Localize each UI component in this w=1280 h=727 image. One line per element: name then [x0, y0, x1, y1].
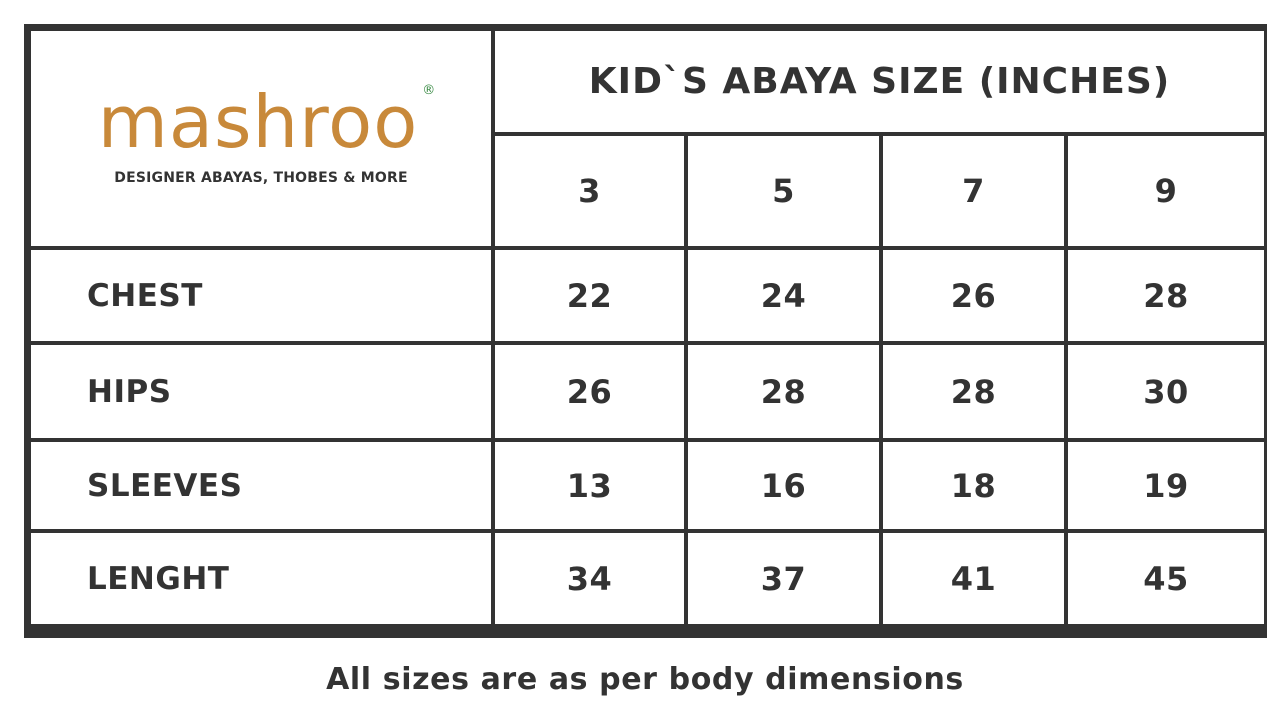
- table-cell: 30: [1068, 345, 1264, 438]
- size-header-cell: 7: [883, 136, 1064, 246]
- table-cell: 24: [688, 250, 879, 341]
- table-cell: 19: [1068, 442, 1264, 529]
- table-cell: 26: [883, 250, 1064, 341]
- row-label-hips: HIPS: [31, 345, 491, 438]
- table-cell: 28: [1068, 250, 1264, 341]
- table-title: KID`S ABAYA SIZE (INCHES): [495, 31, 1264, 132]
- brand-tagline: DESIGNER ABAYAS, THOBES & MORE: [114, 169, 408, 186]
- size-header-cell: 5: [688, 136, 879, 246]
- brand-logo-block: mashroo ® DESIGNER ABAYAS, THOBES & MORE: [31, 31, 491, 246]
- table-cell: 34: [495, 533, 684, 624]
- row-label-sleeves: SLEEVES: [31, 442, 491, 529]
- table-cell: 37: [688, 533, 879, 624]
- row-label-length: LENGHT: [31, 533, 491, 624]
- table-cell: 28: [688, 345, 879, 438]
- size-chart-table: mashroo ® DESIGNER ABAYAS, THOBES & MORE…: [24, 24, 1267, 638]
- table-cell: 45: [1068, 533, 1264, 624]
- size-header-cell: 9: [1068, 136, 1264, 246]
- table-cell: 28: [883, 345, 1064, 438]
- table-cell: 18: [883, 442, 1064, 529]
- table-cell: 13: [495, 442, 684, 529]
- table-cell: 16: [688, 442, 879, 529]
- size-header-cell: 3: [495, 136, 684, 246]
- table-cell: 22: [495, 250, 684, 341]
- footer-note: All sizes are as per body dimensions: [326, 662, 964, 697]
- registered-mark-icon: ®: [422, 82, 437, 98]
- table-cell: 26: [495, 345, 684, 438]
- row-label-chest: CHEST: [31, 250, 491, 341]
- table-cell: 41: [883, 533, 1064, 624]
- brand-logo: mashroo ®: [98, 84, 436, 158]
- brand-logo-text: mashroo: [97, 79, 419, 164]
